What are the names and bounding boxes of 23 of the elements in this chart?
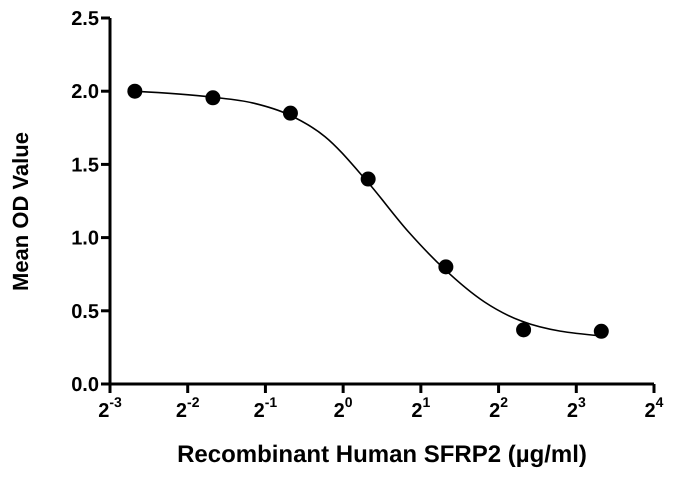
x-tick-label: 2$^{4}$ [644,394,664,422]
y-axis-title: Mean OD Value [8,132,33,291]
x-tick-label: 2$^{-2}$ [176,394,200,422]
y-tick-label: 0.0 [71,374,99,396]
x-tick-label: 2$^{3}$ [566,394,586,422]
point [127,84,142,99]
x-axis-title: Recombinant Human SFRP2 (µg/ml) [177,441,587,468]
y-tick-label: 2.0 [71,81,99,104]
y-tick-label: 1.0 [71,228,99,250]
y-tick-label: 1.5 [71,154,99,176]
point [205,90,220,106]
y-tick-label: 0.5 [71,300,99,323]
x-tick-label: 2$^{0}$ [334,394,353,422]
point [438,259,454,274]
point [282,106,298,121]
y-tick-label: 2.5 [71,8,99,30]
x-tick-label: 2$^{2}$ [489,394,508,422]
point [594,324,609,339]
x-tick-label: 2$^{-3}$ [98,394,122,422]
point [360,172,376,187]
x-tick-label: 2$^{-1}$ [254,394,278,422]
x-tick-label: 2$^{1}$ [411,394,431,422]
point [516,322,532,338]
